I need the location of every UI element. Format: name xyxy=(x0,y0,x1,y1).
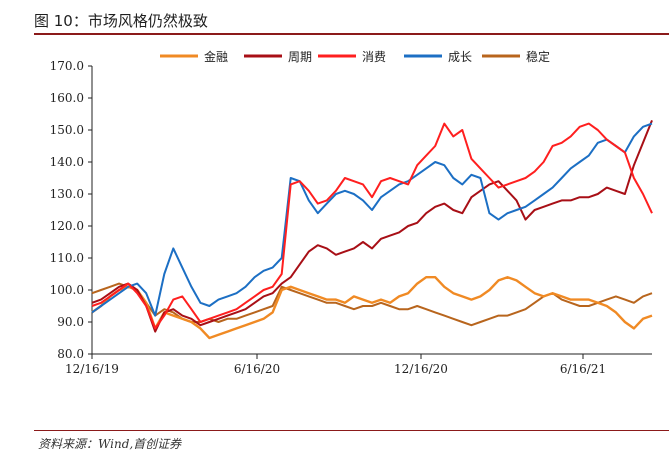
y-tick-label: 150.0 xyxy=(50,123,84,137)
source-rule xyxy=(34,430,669,431)
y-tick-label: 110.0 xyxy=(50,251,84,265)
y-tick-label: 90.0 xyxy=(57,315,84,329)
caption-rule xyxy=(34,33,669,35)
y-tick-label: 170.0 xyxy=(50,59,84,73)
source-note: 资料来源：Wind,首创证券 xyxy=(38,437,182,451)
legend-label: 消费 xyxy=(362,50,386,64)
series-line-成长 xyxy=(91,122,653,317)
x-tick-label: 6/16/20 xyxy=(234,362,280,376)
chart-axes: 170.0 160.0 150.0 140.0 130.0 120.0 110.0 100.0… xyxy=(50,59,652,376)
y-tick-label: 100.0 xyxy=(50,283,84,297)
legend-label: 稳定 xyxy=(526,49,550,64)
series-line-周期 xyxy=(91,120,653,333)
chart-series xyxy=(91,120,653,340)
y-tick-label: 160.0 xyxy=(50,91,84,105)
legend-label: 成长 xyxy=(448,50,472,64)
y-tick-label: 80.0 xyxy=(57,347,84,361)
figure-caption: 图 10：市场风格仍然极致 xyxy=(34,12,208,30)
legend-label: 金融 xyxy=(204,49,228,64)
legend-label: 周期 xyxy=(288,50,312,64)
x-tick-label: 12/16/20 xyxy=(394,362,448,376)
y-tick-label: 120.0 xyxy=(50,219,84,233)
y-tick-label: 140.0 xyxy=(50,155,84,169)
series-line-消费 xyxy=(91,122,653,330)
chart-legend: 金融 周期 消费 成长 稳定 xyxy=(160,49,550,64)
series-line-稳定 xyxy=(91,282,653,327)
y-tick-label: 130.0 xyxy=(50,187,84,201)
x-tick-label: 6/16/21 xyxy=(560,362,606,376)
x-tick-label: 12/16/19 xyxy=(65,362,119,376)
series-line-金融 xyxy=(91,276,653,340)
